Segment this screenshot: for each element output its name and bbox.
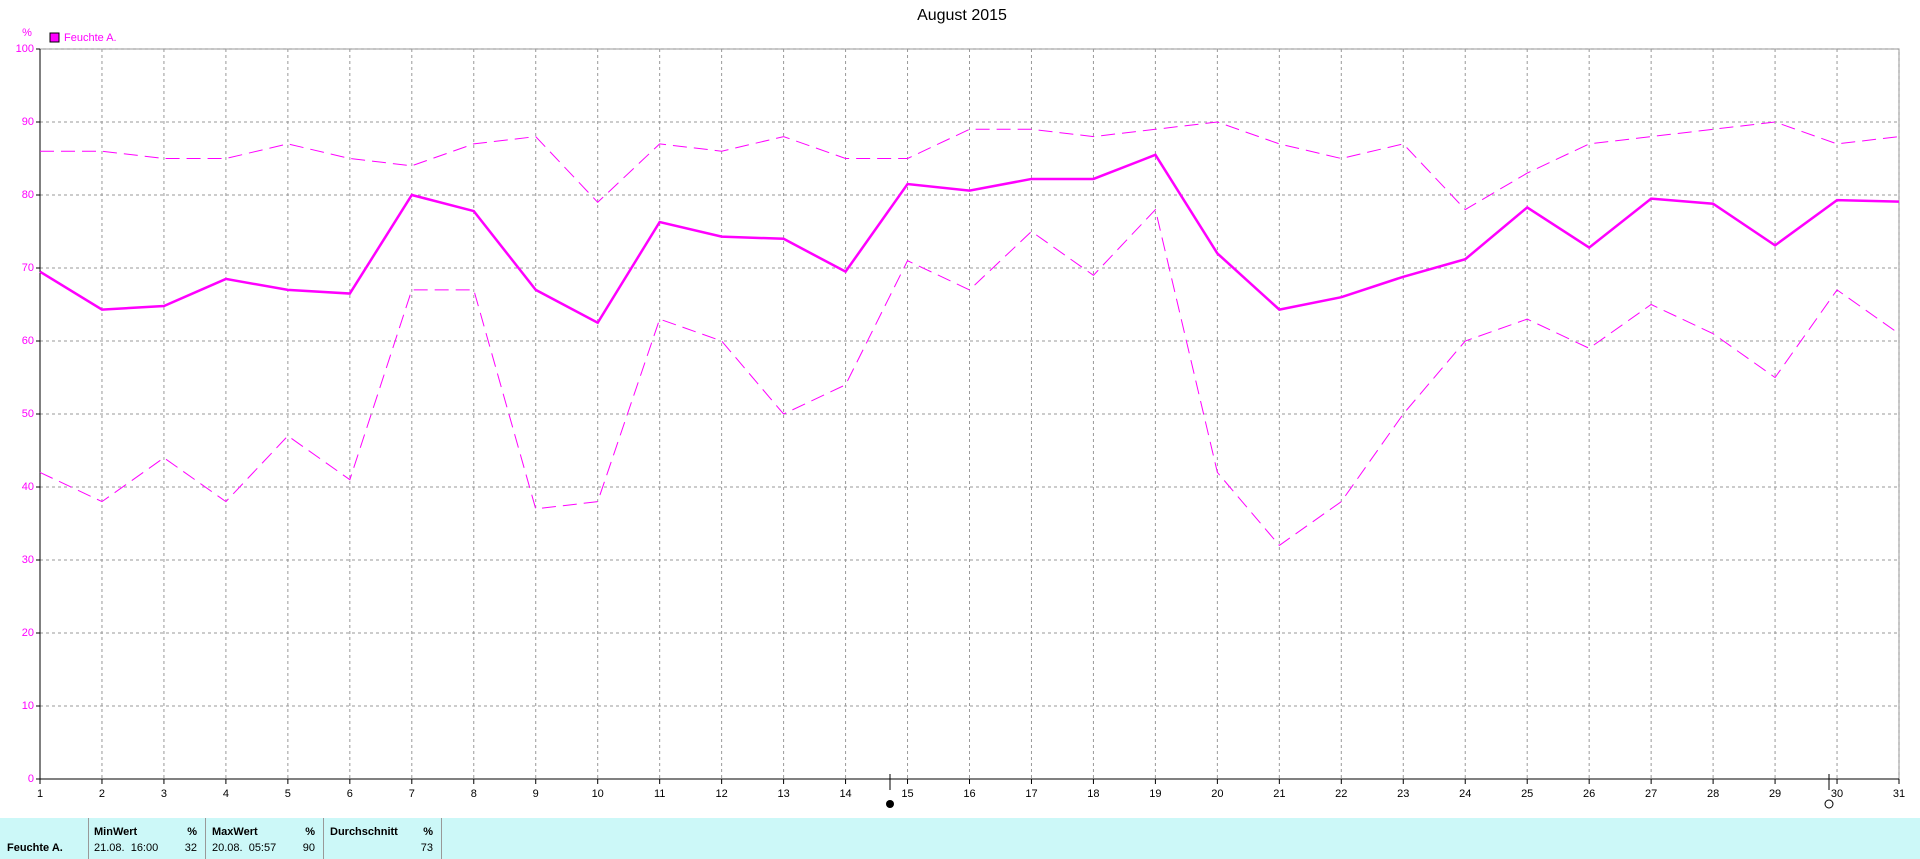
column-time: 21.08. 16:00 [94,842,159,854]
y-tick-label: 90 [22,116,34,128]
summary-column: MaxWert% 20.08. 05:57 90 [206,818,324,859]
column-value: 73 [420,842,433,854]
y-tick-label: 10 [22,700,34,712]
y-tick-label: 100 [16,43,34,55]
x-tick-label: 13 [777,788,789,800]
y-tick-label: 20 [22,627,34,639]
x-tick-label: 7 [409,788,415,800]
chart-title: August 2015 [917,7,1007,24]
column-unit: % [187,826,197,838]
y-tick-label: 40 [22,481,34,493]
x-tick-label: 5 [285,788,291,800]
y-tick-label: 60 [22,335,34,347]
x-tick-label: 1 [37,788,43,800]
column-header: MinWert [94,826,138,838]
x-tick-label: 10 [592,788,604,800]
x-tick-label: 15 [901,788,913,800]
x-tick-label: 12 [716,788,728,800]
column-unit: % [305,826,315,838]
y-tick-label: 30 [22,554,34,566]
x-tick-label: 23 [1397,788,1409,800]
x-tick-label: 22 [1335,788,1347,800]
x-tick-label: 9 [533,788,539,800]
marker [886,800,894,808]
y-tick-label: 0 [28,773,34,785]
x-tick-label: 27 [1645,788,1657,800]
x-tick-label: 3 [161,788,167,800]
x-tick-label: 19 [1149,788,1161,800]
y-tick-label: 50 [22,408,34,420]
x-tick-label: 8 [471,788,477,800]
x-tick-label: 31 [1893,788,1905,800]
y-tick-label: 80 [22,189,34,201]
col-separator [88,818,89,859]
x-tick-label: 29 [1769,788,1781,800]
column-time: 20.08. 05:57 [212,842,277,854]
x-tick-label: 25 [1521,788,1533,800]
summary-column: MinWert% 21.08. 16:00 32 [88,818,206,859]
x-tick-label: 18 [1087,788,1099,800]
y-tick-label: 70 [22,262,34,274]
column-header: MaxWert [212,826,258,838]
column-value: 32 [184,842,197,854]
x-tick-label: 24 [1459,788,1471,800]
x-tick-label: 20 [1211,788,1223,800]
x-tick-label: 6 [347,788,353,800]
y-unit: % [22,27,32,39]
column-value: 90 [302,842,315,854]
x-tick-label: 30 [1831,788,1843,800]
x-tick-label: 17 [1025,788,1037,800]
x-tick-label: 2 [99,788,105,800]
column-header: Durchschnitt [330,826,398,838]
series-line [39,208,1900,547]
marker [1824,799,1834,809]
column-unit: % [423,826,433,838]
x-tick-label: 28 [1707,788,1719,800]
x-tick-label: 14 [839,788,851,800]
summary-table: Feuchte A. MinWert% 21.08. 16:00 32 MaxWert… [0,818,1920,859]
x-tick-label: 16 [963,788,975,800]
x-tick-label: 26 [1583,788,1595,800]
x-tick-label: 11 [654,788,665,800]
series-line [39,153,1900,325]
legend-swatch [49,32,60,43]
summary-column: Durchschnitt% 73 [324,818,442,859]
legend-label: Feuchte A. [64,32,117,44]
row-label: Feuchte A. [7,842,63,854]
x-tick-label: 4 [223,788,229,800]
x-tick-label: 21 [1273,788,1285,800]
